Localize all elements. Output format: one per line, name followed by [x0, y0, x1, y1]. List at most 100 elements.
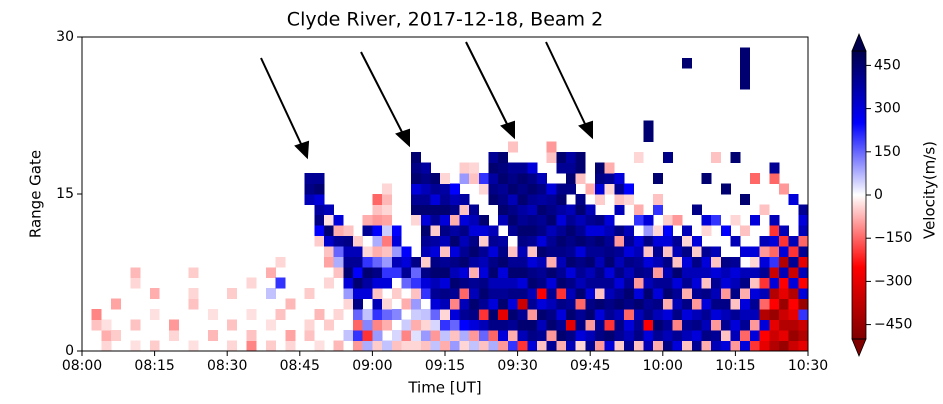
- cell: [362, 288, 373, 299]
- cell: [517, 214, 528, 226]
- cell: [769, 319, 780, 331]
- cell: [449, 194, 460, 205]
- cell: [411, 288, 422, 299]
- cell: [459, 319, 470, 331]
- cell: [653, 194, 664, 205]
- cell: [372, 330, 383, 341]
- cell: [720, 277, 731, 289]
- cell: [246, 277, 257, 289]
- cell: [401, 256, 412, 268]
- cell: [440, 173, 451, 184]
- cell: [614, 340, 625, 352]
- cell: [478, 173, 489, 184]
- cell: [440, 267, 451, 279]
- cell: [304, 288, 315, 299]
- cell: [382, 256, 393, 268]
- cell: [643, 225, 654, 237]
- cell: [566, 214, 576, 226]
- cell: [643, 120, 654, 132]
- cell: [798, 246, 809, 258]
- cell: [411, 256, 422, 268]
- cell: [382, 277, 393, 289]
- cell: [527, 319, 538, 331]
- cell: [343, 235, 354, 247]
- arrow-shaft: [260, 57, 303, 147]
- cell: [575, 194, 586, 205]
- cell: [662, 309, 673, 320]
- x-tick-label: 09:15: [425, 358, 465, 374]
- cell: [672, 319, 683, 331]
- cell: [566, 340, 576, 352]
- cell: [449, 277, 460, 289]
- cell: [333, 340, 344, 352]
- cell: [469, 225, 480, 237]
- cell: [566, 267, 576, 279]
- cell: [798, 288, 809, 299]
- cell: [507, 194, 518, 205]
- cell: [527, 194, 538, 205]
- colorbar-body: [852, 51, 866, 339]
- cell: [556, 330, 567, 341]
- cell: [507, 141, 518, 153]
- cell: [411, 152, 422, 163]
- cell: [469, 214, 480, 226]
- cell: [682, 267, 693, 279]
- cell: [207, 309, 218, 320]
- cell: [643, 246, 654, 258]
- cell: [701, 246, 712, 258]
- cell: [440, 256, 451, 268]
- cell: [391, 235, 402, 247]
- cell: [720, 183, 731, 195]
- cell: [440, 214, 451, 226]
- cell: [585, 183, 596, 195]
- cell: [556, 183, 567, 195]
- cell: [798, 214, 809, 226]
- cell: [498, 194, 509, 205]
- cell: [478, 225, 489, 237]
- cell: [653, 225, 664, 237]
- chart-title: Clyde River, 2017-12-18, Beam 2: [287, 9, 603, 31]
- cell: [585, 319, 596, 331]
- cell: [778, 267, 789, 279]
- cell: [546, 288, 557, 299]
- colorbar-label: Velocity(m/s): [921, 141, 939, 239]
- cell: [449, 204, 460, 216]
- cell: [643, 277, 654, 289]
- cell: [566, 319, 576, 331]
- cell: [517, 204, 528, 216]
- arrow-shaft: [545, 41, 587, 127]
- cell: [430, 225, 441, 237]
- cell: [595, 267, 606, 279]
- cell: [575, 214, 586, 226]
- cell: [517, 225, 528, 237]
- cell: [798, 225, 809, 237]
- cell: [556, 256, 567, 268]
- cell: [575, 319, 586, 331]
- cell: [362, 256, 373, 268]
- cell: [478, 214, 489, 226]
- cell: [324, 277, 334, 289]
- cell: [614, 225, 625, 237]
- y-axis-label: Range Gate: [27, 150, 45, 238]
- cell: [691, 319, 702, 331]
- cell: [711, 256, 722, 268]
- cell: [372, 235, 383, 247]
- cell: [488, 309, 499, 320]
- cell: [691, 309, 702, 320]
- cell: [517, 246, 528, 258]
- cell: [633, 330, 644, 341]
- cell: [546, 340, 557, 352]
- cell: [759, 267, 770, 279]
- cell: [536, 277, 547, 289]
- cell: [624, 298, 635, 310]
- cell: [478, 298, 489, 310]
- cell: [769, 214, 780, 226]
- cell: [343, 246, 354, 258]
- cell: [740, 309, 751, 320]
- cell: [556, 277, 567, 289]
- cell: [691, 340, 702, 352]
- cell: [536, 288, 547, 299]
- cell: [778, 330, 789, 341]
- cell: [701, 173, 712, 184]
- cell: [720, 309, 731, 320]
